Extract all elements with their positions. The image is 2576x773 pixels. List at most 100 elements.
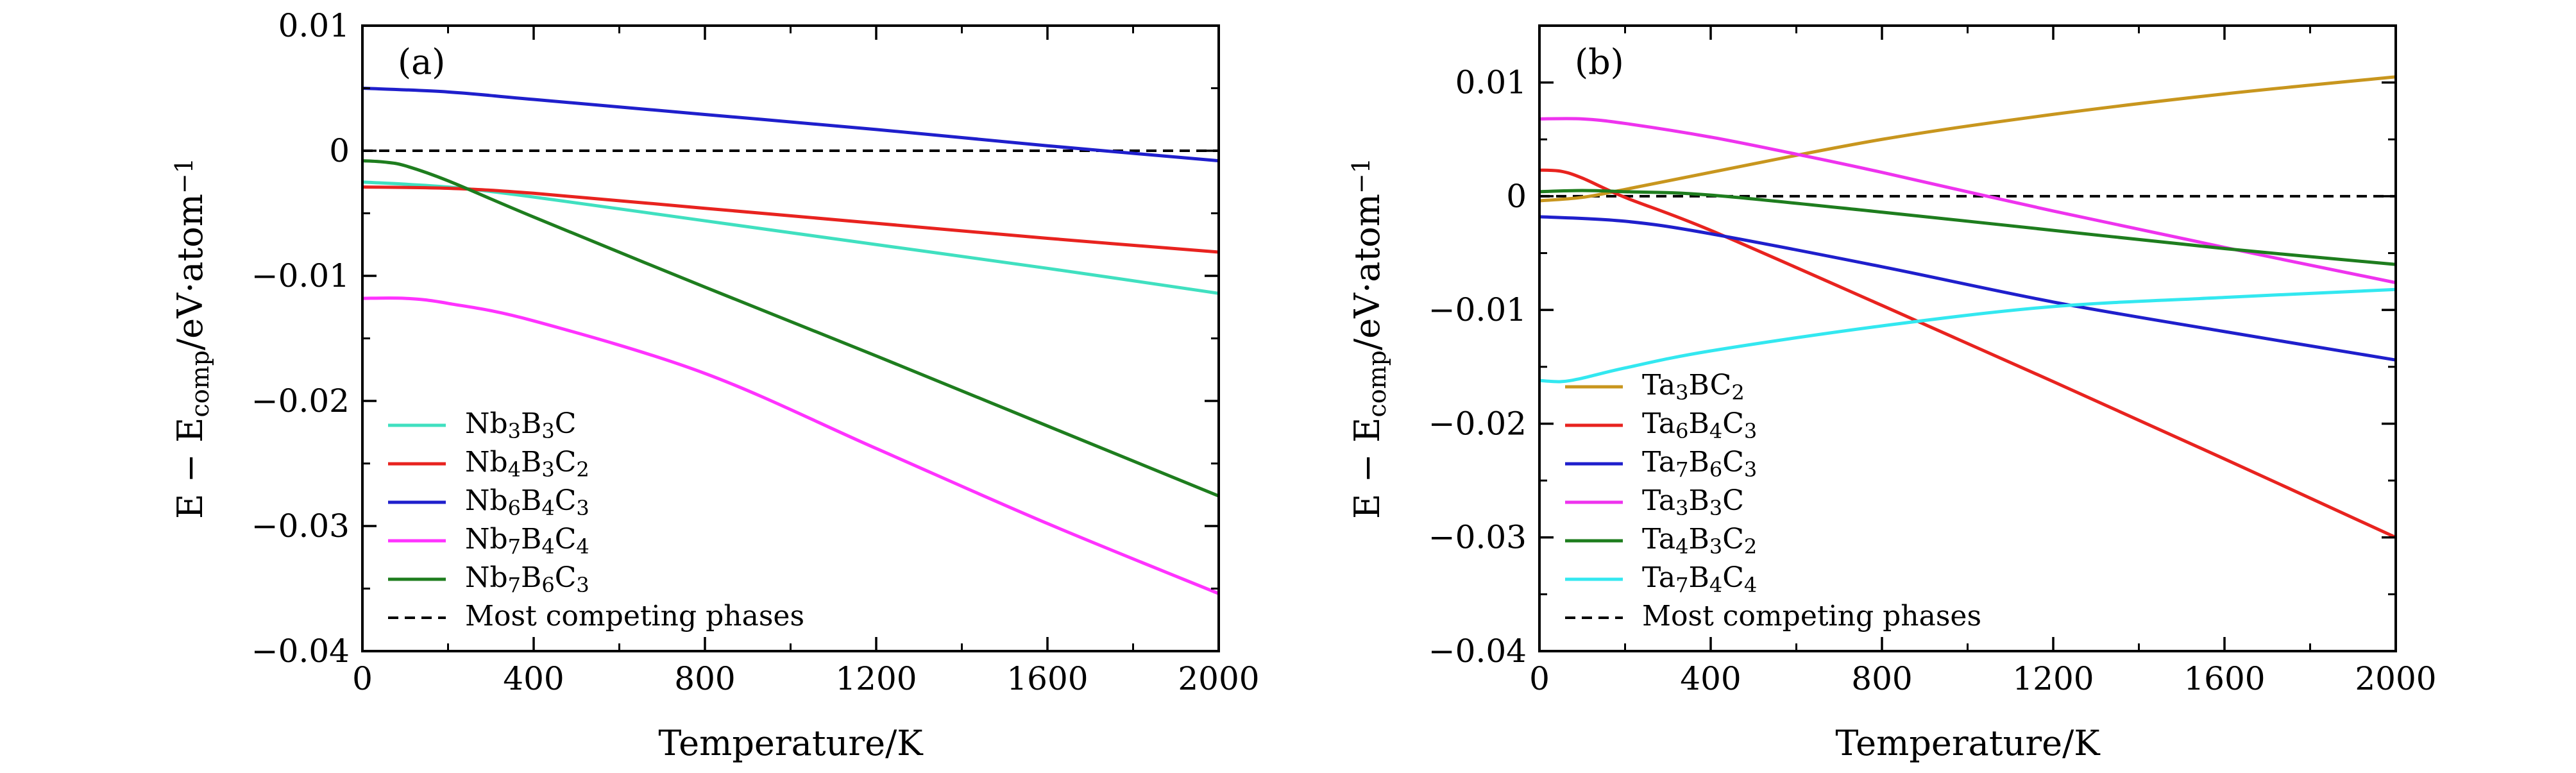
series-line bbox=[1539, 75, 2396, 203]
formula-element: Nb bbox=[465, 523, 508, 556]
series-line bbox=[362, 87, 1219, 163]
series-line bbox=[1539, 287, 2396, 384]
formula-subscript: 7 bbox=[1675, 457, 1688, 482]
series-line bbox=[1539, 168, 2397, 539]
y-tick-label: −0.04 bbox=[1428, 633, 1527, 670]
y-tick-label: −0.02 bbox=[251, 382, 350, 420]
panel-label: (b) bbox=[1575, 42, 1624, 82]
formula-element: C bbox=[555, 484, 577, 517]
formula-subscript: 4 bbox=[1709, 573, 1722, 597]
formula-element: Nb bbox=[465, 446, 508, 479]
y-tick-label: 0.01 bbox=[278, 7, 350, 44]
formula-element: C bbox=[555, 561, 577, 594]
formula-subscript: 4 bbox=[1744, 573, 1757, 597]
y-axis-title-part: E − E bbox=[1347, 418, 1387, 519]
series-line bbox=[362, 159, 1219, 498]
legend-label: Most competing phases bbox=[465, 600, 804, 633]
x-tick-label: 2000 bbox=[2355, 660, 2436, 697]
x-tick-label: 400 bbox=[1680, 660, 1741, 697]
formula-subscript: 3 bbox=[576, 573, 589, 597]
formula-subscript: 7 bbox=[1675, 573, 1688, 597]
y-tick-label: 0 bbox=[1506, 178, 1527, 215]
formula-element: C bbox=[1722, 484, 1744, 517]
legend-label: Ta3BC2 bbox=[1642, 369, 1745, 405]
y-tick-label: −0.03 bbox=[1428, 519, 1527, 556]
formula-element: B bbox=[521, 484, 541, 517]
formula-element: C bbox=[1722, 446, 1744, 479]
y-axis-title-part: /eV·atom bbox=[170, 194, 210, 350]
formula-subscript: 3 bbox=[541, 457, 554, 482]
legend-label: Nb7B4C4 bbox=[465, 523, 589, 559]
x-axis-title: Temperature/K bbox=[658, 723, 924, 763]
legend-label: Ta7B6C3 bbox=[1642, 446, 1757, 482]
formula-subscript: 7 bbox=[508, 534, 521, 559]
series-line bbox=[1539, 215, 2396, 362]
formula-element: Ta bbox=[1642, 446, 1675, 479]
formula-subscript: 2 bbox=[576, 457, 589, 482]
plot-frame bbox=[361, 24, 1220, 652]
y-axis-title: E − Ecomp/eV·atom−1 bbox=[1347, 158, 1391, 519]
y-tick-label: 0.01 bbox=[1455, 64, 1527, 101]
formula-element: Ta bbox=[1642, 369, 1675, 402]
y-tick-label: −0.04 bbox=[251, 633, 350, 670]
formula-subscript: 2 bbox=[1744, 534, 1757, 559]
legend-label: Ta6B4C3 bbox=[1642, 407, 1757, 443]
formula-subscript: 3 bbox=[1675, 380, 1688, 405]
x-tick-label: 400 bbox=[503, 660, 564, 697]
y-axis-title: E − Ecomp/eV·atom−1 bbox=[170, 158, 214, 519]
formula-subscript: 4 bbox=[1675, 534, 1688, 559]
formula-subscript: 3 bbox=[1709, 534, 1722, 559]
formula-element: Nb bbox=[465, 407, 508, 440]
panel-a: 0 400 800 1200 1600 2000 −0.04 −0.03 −0.02 −0.01 0… bbox=[170, 7, 1260, 763]
legend-label: Nb7B6C3 bbox=[465, 561, 589, 597]
x-tick-label: 1600 bbox=[1006, 660, 1088, 697]
formula-element: Ta bbox=[1642, 484, 1675, 517]
formula-element: C bbox=[1722, 561, 1744, 594]
formula-subscript: 3 bbox=[1709, 496, 1722, 520]
series-line bbox=[1539, 117, 2396, 285]
y-axis-title-part: E − E bbox=[170, 418, 210, 519]
x-tick-label: 800 bbox=[674, 660, 735, 697]
formula-subscript: 4 bbox=[541, 534, 554, 559]
legend-label: Most competing phases bbox=[1642, 600, 1981, 633]
y-tick-label: −0.03 bbox=[251, 507, 350, 545]
y-tick-label: −0.02 bbox=[1428, 405, 1527, 442]
formula-subscript: 3 bbox=[541, 419, 554, 443]
formula-subscript: 6 bbox=[508, 496, 521, 520]
formula-subscript: 4 bbox=[576, 534, 589, 559]
legend-label: Ta3B3C bbox=[1642, 484, 1744, 520]
series-line bbox=[1539, 189, 2396, 266]
formula-element: Nb bbox=[465, 561, 508, 594]
x-axis-title: Temperature/K bbox=[1835, 723, 2101, 763]
formula-element: C bbox=[555, 523, 577, 556]
formula-element: C bbox=[1722, 523, 1744, 556]
x-tick-label: 1200 bbox=[2012, 660, 2094, 697]
formula-element: C bbox=[1722, 407, 1744, 440]
series-line bbox=[362, 296, 1219, 595]
formula-element: B bbox=[521, 561, 541, 594]
x-tick-label: 800 bbox=[1851, 660, 1912, 697]
formula-element: BC bbox=[1689, 369, 1732, 402]
x-tick-label: 2000 bbox=[1178, 660, 1259, 697]
x-tick-label: 1200 bbox=[835, 660, 917, 697]
legend-label: Nb3B3C bbox=[465, 407, 576, 443]
legend-label: Nb6B4C3 bbox=[465, 484, 589, 520]
formula-element: C bbox=[555, 407, 577, 440]
formula-subscript: 6 bbox=[1709, 457, 1722, 482]
x-tick-label: 1600 bbox=[2183, 660, 2265, 697]
formula-element: Ta bbox=[1642, 561, 1675, 594]
formula-element: B bbox=[1689, 523, 1709, 556]
formula-subscript: 3 bbox=[1675, 496, 1688, 520]
formula-subscript: 6 bbox=[541, 573, 554, 597]
formula-element: Ta bbox=[1642, 523, 1675, 556]
formula-element: Nb bbox=[465, 484, 508, 517]
formula-element: B bbox=[1689, 484, 1709, 517]
formula-element: B bbox=[521, 523, 541, 556]
legend-label: Ta4B3C2 bbox=[1642, 523, 1757, 559]
series-line bbox=[362, 185, 1219, 254]
formula-subscript: 2 bbox=[1731, 380, 1744, 405]
legend-label: Ta7B4C4 bbox=[1642, 561, 1757, 597]
y-axis-title-part: /eV·atom bbox=[1347, 194, 1387, 350]
